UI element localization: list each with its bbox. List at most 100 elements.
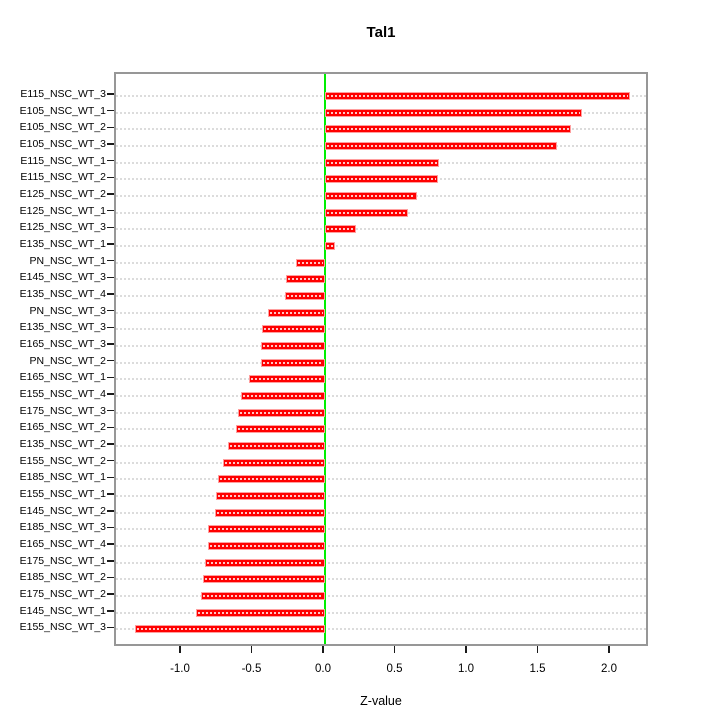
- y-tick: [107, 326, 114, 329]
- bar: [227, 442, 325, 451]
- y-axis-label: E115_NSC_WT_1: [20, 154, 106, 167]
- bar: [325, 92, 630, 100]
- bar: [325, 108, 583, 117]
- bar-hatch: [327, 161, 438, 164]
- bar: [203, 575, 325, 584]
- y-axis-label: E165_NSC_WT_1: [19, 371, 106, 384]
- bar-hatch: [327, 145, 555, 147]
- y-axis-label: E105_NSC_WT_1: [19, 104, 106, 117]
- bar: [262, 325, 325, 334]
- bar: [325, 175, 438, 184]
- bar: [325, 208, 408, 217]
- y-tick: [107, 109, 114, 112]
- bar-hatch: [136, 628, 323, 631]
- y-axis-label: E115_NSC_WT_3: [20, 88, 106, 100]
- bar-hatch: [216, 511, 323, 514]
- bar: [214, 508, 325, 517]
- y-tick: [107, 176, 114, 179]
- y-tick: [107, 543, 114, 545]
- grid-line: [116, 595, 646, 598]
- bar: [325, 142, 557, 150]
- bar-hatch: [225, 461, 323, 464]
- grid-line: [116, 545, 646, 548]
- grid-line: [116, 495, 646, 498]
- y-tick: [107, 226, 114, 229]
- bar-hatch: [327, 195, 415, 198]
- x-tick-label: -0.5: [241, 663, 262, 675]
- grid-line: [116, 578, 646, 581]
- y-axis-label: E165_NSC_WT_2: [19, 421, 106, 434]
- y-axis-label: E185_NSC_WT_1: [19, 471, 106, 484]
- bar: [204, 558, 325, 567]
- grid-line: [116, 411, 646, 414]
- bar: [216, 492, 325, 501]
- y-axis-label: E125_NSC_WT_2: [19, 188, 106, 201]
- bar-hatch: [238, 428, 323, 431]
- x-tick: [250, 646, 253, 653]
- y-tick: [107, 510, 114, 512]
- bar-hatch: [298, 261, 323, 264]
- y-tick: [107, 359, 114, 362]
- grid-line: [116, 361, 646, 364]
- y-axis-label: E115_NSC_WT_2: [20, 171, 106, 184]
- y-tick: [107, 259, 114, 262]
- bar-hatch: [327, 245, 333, 248]
- y-axis-label: E155_NSC_WT_1: [19, 488, 106, 501]
- bar-hatch: [269, 311, 323, 314]
- x-tick: [465, 646, 467, 653]
- bar-hatch: [206, 561, 323, 564]
- y-axis-label: E155_NSC_WT_3: [19, 621, 106, 634]
- bar-hatch: [198, 611, 323, 614]
- y-axis-label: E135_NSC_WT_2: [19, 438, 106, 451]
- zero-line: [324, 74, 326, 644]
- y-axis-label: E175_NSC_WT_2: [19, 588, 106, 601]
- grid-line: [116, 428, 646, 431]
- grid-line: [116, 378, 646, 381]
- bar-hatch: [264, 328, 323, 331]
- grid-line: [116, 345, 646, 348]
- x-tick-label: 0.0: [315, 663, 331, 675]
- y-tick: [107, 493, 114, 495]
- y-axis-label: E155_NSC_WT_2: [19, 454, 106, 467]
- x-tick: [536, 646, 539, 653]
- plot-area: [114, 72, 648, 646]
- bar: [217, 475, 325, 484]
- bar: [134, 625, 325, 634]
- bar: [284, 292, 325, 301]
- x-tick-label: 2.0: [601, 663, 617, 675]
- y-axis-label: E145_NSC_WT_1: [19, 604, 106, 617]
- bar: [325, 192, 417, 201]
- bar-hatch: [202, 595, 323, 598]
- bar: [249, 375, 325, 384]
- y-tick: [107, 393, 114, 395]
- y-axis-label: E105_NSC_WT_2: [19, 121, 106, 134]
- bar-hatch: [327, 228, 355, 231]
- bar: [325, 225, 357, 234]
- y-tick: [107, 409, 114, 412]
- y-tick: [107, 293, 114, 295]
- bar-hatch: [209, 528, 323, 531]
- bar-hatch: [218, 495, 323, 498]
- bar: [260, 342, 325, 351]
- y-axis-label: E125_NSC_WT_3: [19, 221, 106, 234]
- y-axis-label: PN_NSC_WT_3: [29, 304, 106, 317]
- bar-hatch: [242, 395, 323, 398]
- grid-line: [116, 261, 646, 264]
- y-axis-label: E125_NSC_WT_1: [19, 204, 106, 217]
- grid-line: [116, 395, 646, 398]
- bar: [236, 425, 325, 434]
- bar-hatch: [251, 378, 323, 381]
- y-tick: [107, 276, 114, 279]
- grid-line: [116, 628, 646, 631]
- y-tick: [107, 526, 114, 529]
- bar: [240, 392, 325, 401]
- x-axis-title: Z-value: [360, 694, 402, 708]
- bar: [207, 542, 325, 551]
- y-tick: [107, 159, 114, 162]
- y-axis-label: E135_NSC_WT_4: [19, 288, 106, 301]
- y-tick: [107, 459, 114, 462]
- bar-hatch: [219, 478, 323, 481]
- x-tick-label: -1.0: [170, 663, 190, 675]
- y-tick: [107, 443, 114, 445]
- grid-line: [116, 461, 646, 464]
